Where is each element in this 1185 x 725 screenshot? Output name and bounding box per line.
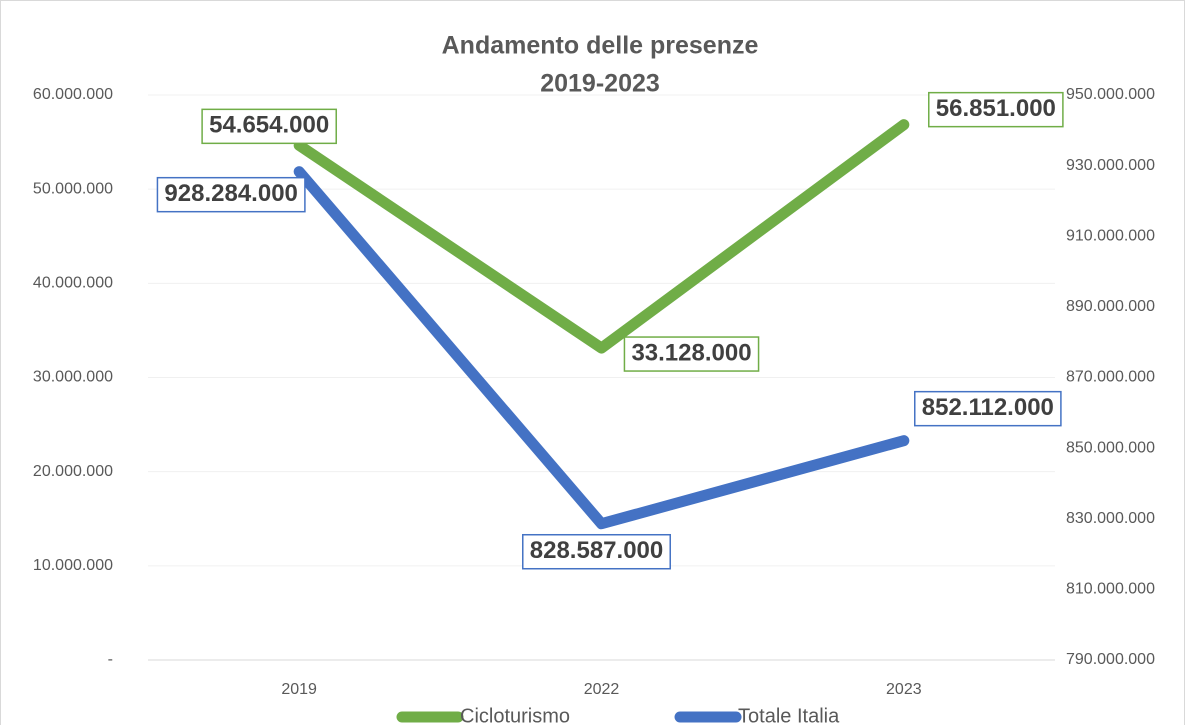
data-label: 928.284.000 <box>164 180 297 207</box>
y-tick-label: - <box>108 651 113 668</box>
data-label: 852.112.000 <box>922 394 1054 421</box>
y-tick-label: 50.000.000 <box>33 180 113 197</box>
y2-tick-label: 790.000.000 <box>1066 651 1155 668</box>
x-tick-label: 2023 <box>886 681 922 698</box>
data-label-box <box>156 176 306 213</box>
data-label: 56.851.000 <box>936 95 1056 122</box>
series-line <box>293 119 910 354</box>
y-tick-label: 30.000.000 <box>33 369 113 386</box>
series-line <box>293 166 910 530</box>
y2-tick-label: 850.000.000 <box>1066 439 1155 456</box>
x-tick-label: 2022 <box>584 681 620 698</box>
legend-label: Totale Italia <box>738 705 840 725</box>
data-label: 54.654.000 <box>209 112 329 139</box>
data-label-box <box>201 108 337 145</box>
chart-title: 2019-2023 <box>540 70 660 98</box>
chart-title: Andamento delle presenze <box>442 32 759 60</box>
legend-label: Cicloturismo <box>460 705 570 725</box>
y2-tick-label: 890.000.000 <box>1066 298 1155 315</box>
data-label-box <box>623 336 760 372</box>
data-label-box <box>522 533 671 570</box>
data-label-box <box>914 390 1062 427</box>
y2-tick-label: 910.000.000 <box>1066 227 1155 244</box>
y-tick-label: 40.000.000 <box>33 275 113 292</box>
y-tick-label: 20.000.000 <box>33 463 113 480</box>
y2-tick-label: 950.000.000 <box>1066 86 1155 103</box>
y-tick-label: 10.000.000 <box>33 557 113 574</box>
y2-tick-label: 870.000.000 <box>1066 369 1155 386</box>
data-label: 33.128.000 <box>631 339 751 366</box>
y2-tick-label: 830.000.000 <box>1066 510 1155 527</box>
y-tick-label: 60.000.000 <box>33 86 113 103</box>
data-label-box <box>928 91 1064 128</box>
data-label: 828.587.000 <box>530 537 663 564</box>
y2-tick-label: 810.000.000 <box>1066 581 1155 598</box>
x-tick-label: 2019 <box>281 681 317 698</box>
y2-tick-label: 930.000.000 <box>1066 157 1155 174</box>
